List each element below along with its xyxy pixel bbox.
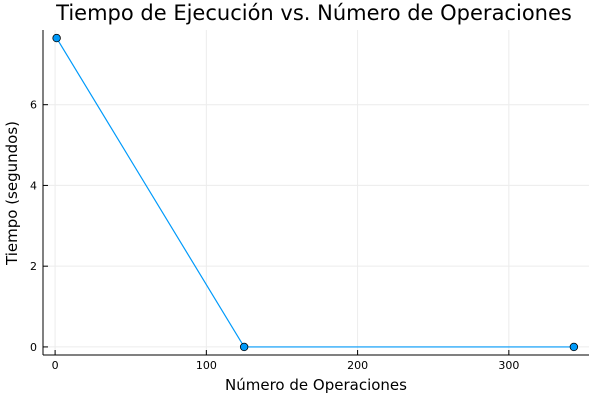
y-axis-label: Tiempo (segundos) xyxy=(3,121,21,266)
y-tick-label: 0 xyxy=(30,341,37,354)
data-point xyxy=(569,342,579,352)
series-line xyxy=(56,37,574,348)
data-point xyxy=(239,342,249,352)
x-tick-label: 200 xyxy=(347,359,368,372)
x-axis-label: Número de Operaciones xyxy=(225,376,407,394)
series xyxy=(52,33,579,352)
x-tick-label: 0 xyxy=(52,359,59,372)
data-point xyxy=(52,33,61,43)
y-tick-label: 4 xyxy=(30,179,37,192)
y-tick-label: 6 xyxy=(30,99,37,112)
y-tick-label: 2 xyxy=(30,260,37,273)
chart-title: Tiempo de Ejecución vs. Número de Operac… xyxy=(55,1,572,25)
grid xyxy=(43,30,589,355)
x-tick-label: 100 xyxy=(196,359,217,372)
x-tick-label: 300 xyxy=(498,359,519,372)
ticks: 0 100 200 300 0 2 4 6 xyxy=(30,99,519,372)
